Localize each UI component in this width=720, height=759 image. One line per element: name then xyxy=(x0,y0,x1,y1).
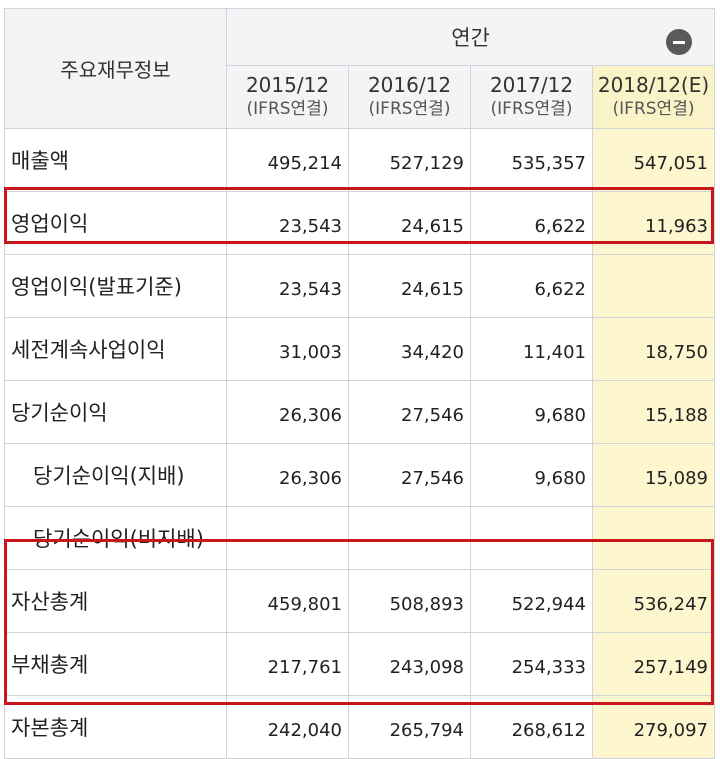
financial-table: 주요재무정보 연간 2015/12 (IFRS연결) 2016/12 (IFRS… xyxy=(4,8,716,759)
value-cell: 495,214 xyxy=(226,128,349,192)
annual-group-header: 연간 xyxy=(225,8,716,66)
value-cell: 9,680 xyxy=(470,443,593,507)
table-row: 자본총계 242,040 265,794 268,612 279,097 xyxy=(4,695,716,759)
year-basis: (IFRS연결) xyxy=(490,99,573,119)
annual-group-label: 연간 xyxy=(451,26,490,50)
year-basis: (IFRS연결) xyxy=(368,99,451,119)
value-cell-estimate xyxy=(591,254,716,318)
table-row: 매출액 495,214 527,129 535,357 547,051 xyxy=(4,128,716,192)
value-cell xyxy=(470,506,593,570)
row-label[interactable]: 부채총계 xyxy=(4,632,227,696)
value-cell: 242,040 xyxy=(226,695,349,759)
row-label[interactable]: 매출액 xyxy=(4,128,227,192)
value-cell: 34,420 xyxy=(348,317,471,381)
value-cell-estimate: 18,750 xyxy=(591,317,716,381)
corner-label: 주요재무정보 xyxy=(4,8,227,129)
value-cell: 27,546 xyxy=(348,380,471,444)
year-header-estimate: 2018/12(E) (IFRS연결) xyxy=(591,65,716,129)
value-cell-estimate: 536,247 xyxy=(591,569,716,633)
year-basis: (IFRS연결) xyxy=(612,99,695,119)
value-cell-estimate: 15,089 xyxy=(591,443,716,507)
row-label[interactable]: 영업이익(발표기준) xyxy=(4,254,227,318)
row-label[interactable]: 자본총계 xyxy=(4,695,227,759)
value-cell: 243,098 xyxy=(348,632,471,696)
row-label[interactable]: 당기순이익(지배) xyxy=(4,443,227,507)
value-cell: 535,357 xyxy=(470,128,593,192)
value-cell: 254,333 xyxy=(470,632,593,696)
value-cell-estimate xyxy=(591,506,716,570)
value-cell xyxy=(348,506,471,570)
value-cell xyxy=(226,506,349,570)
table-row: 영업이익 23,543 24,615 6,622 11,963 xyxy=(4,191,716,255)
year-period: 2017/12 xyxy=(489,73,574,97)
table-row: 당기순이익(지배) 26,306 27,546 9,680 15,089 xyxy=(4,443,716,507)
value-cell: 522,944 xyxy=(470,569,593,633)
value-cell: 26,306 xyxy=(226,443,349,507)
value-cell: 31,003 xyxy=(226,317,349,381)
value-cell: 6,622 xyxy=(470,191,593,255)
table-row: 당기순이익 26,306 27,546 9,680 15,188 xyxy=(4,380,716,444)
value-cell: 527,129 xyxy=(348,128,471,192)
table-row: 자산총계 459,801 508,893 522,944 536,247 xyxy=(4,569,716,633)
value-cell: 217,761 xyxy=(226,632,349,696)
value-cell: 265,794 xyxy=(348,695,471,759)
value-cell: 9,680 xyxy=(470,380,593,444)
row-label[interactable]: 자산총계 xyxy=(4,569,227,633)
financial-summary: 주요재무정보 연간 2015/12 (IFRS연결) 2016/12 (IFRS… xyxy=(4,8,716,759)
table-row: 세전계속사업이익 31,003 34,420 11,401 18,750 xyxy=(4,317,716,381)
value-cell: 27,546 xyxy=(348,443,471,507)
year-header: 2017/12 (IFRS연결) xyxy=(470,65,593,129)
value-cell: 459,801 xyxy=(226,569,349,633)
year-period: 2015/12 xyxy=(245,73,330,97)
value-cell: 23,543 xyxy=(226,191,349,255)
value-cell-estimate: 257,149 xyxy=(591,632,716,696)
value-cell-estimate: 547,051 xyxy=(591,128,716,192)
year-period: 2018/12(E) xyxy=(597,73,710,97)
value-cell: 23,543 xyxy=(226,254,349,318)
value-cell: 268,612 xyxy=(470,695,593,759)
table-row: 영업이익(발표기준) 23,543 24,615 6,622 xyxy=(4,254,716,318)
year-header: 2015/12 (IFRS연결) xyxy=(226,65,349,129)
row-label[interactable]: 당기순이익 xyxy=(4,380,227,444)
year-period: 2016/12 xyxy=(367,73,452,97)
value-cell: 11,401 xyxy=(470,317,593,381)
table-row: 부채총계 217,761 243,098 254,333 257,149 xyxy=(4,632,716,696)
value-cell: 6,622 xyxy=(470,254,593,318)
collapse-minus-icon[interactable] xyxy=(666,29,693,55)
value-cell-estimate: 279,097 xyxy=(591,695,716,759)
value-cell-estimate: 11,963 xyxy=(591,191,716,255)
row-label[interactable]: 영업이익 xyxy=(4,191,227,255)
value-cell: 24,615 xyxy=(348,191,471,255)
year-basis: (IFRS연결) xyxy=(246,99,329,119)
value-cell-estimate: 15,188 xyxy=(591,380,716,444)
row-label[interactable]: 당기순이익(비지배) xyxy=(4,506,227,570)
value-cell: 508,893 xyxy=(348,569,471,633)
value-cell: 26,306 xyxy=(226,380,349,444)
row-label[interactable]: 세전계속사업이익 xyxy=(4,317,227,381)
table-row: 당기순이익(비지배) xyxy=(4,506,716,570)
year-header: 2016/12 (IFRS연결) xyxy=(348,65,471,129)
value-cell: 24,615 xyxy=(348,254,471,318)
